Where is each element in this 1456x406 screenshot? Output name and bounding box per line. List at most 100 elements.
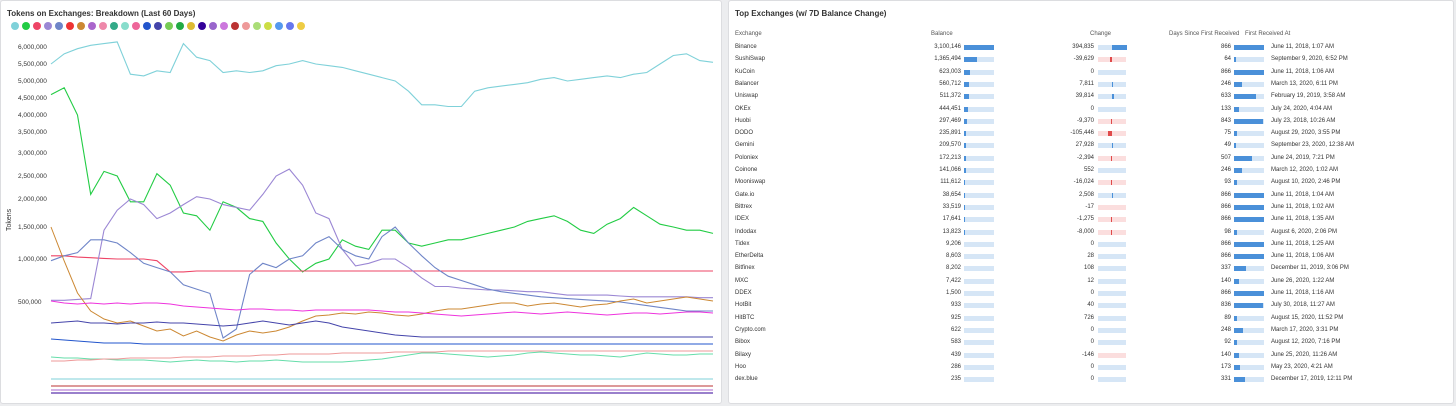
header-first-received[interactable]: First Received At [1245, 31, 1291, 37]
legend-dot-2[interactable] [33, 22, 41, 30]
table-row[interactable]: Tidex 9,206 0 866 June 11, 2018, 1:25 AM [735, 241, 1449, 253]
y-axis-label: Tokens [6, 208, 13, 231]
legend-dot-8[interactable] [99, 22, 107, 30]
cell-balance: 623,003 [939, 68, 961, 75]
legend-dot-0[interactable] [11, 22, 19, 30]
legend-dot-13[interactable] [154, 22, 162, 30]
legend-dot-7[interactable] [88, 22, 96, 30]
change-bar [1098, 377, 1126, 383]
table-row[interactable]: Bilaxy 439 -146 140 June 25, 2020, 11:26 AM [735, 352, 1449, 364]
table-row[interactable]: Indodax 13,823 -8,000 98 August 6, 2020, 2:0… [735, 229, 1449, 241]
legend-dot-18[interactable] [209, 22, 217, 30]
cell-balance: 1,500 [945, 290, 961, 296]
legend-dot-3[interactable] [44, 22, 52, 30]
series-line-4[interactable] [50, 226, 713, 339]
legend-dot-23[interactable] [264, 22, 272, 30]
cell-days: 633 [1220, 93, 1231, 100]
cell-days: 866 [1220, 216, 1231, 223]
table-row[interactable]: Gemini 209,570 27,928 49 September 23, 2020,… [735, 142, 1449, 154]
legend-dot-19[interactable] [220, 22, 228, 30]
series-line-0[interactable] [50, 41, 714, 108]
cell-days: 866 [1220, 191, 1231, 198]
cell-balance: 7,422 [945, 277, 961, 284]
minor-series-line-0[interactable] [50, 226, 714, 342]
days-bar [1234, 57, 1264, 63]
header-balance[interactable]: Balance [931, 31, 953, 37]
header-change[interactable]: Change [1090, 31, 1112, 37]
table-row[interactable]: DODO 235,891 -105,446 75 August 29, 2020, 3:… [735, 130, 1449, 142]
table-row[interactable]: Hoo 286 0 173 May 23, 2020, 4:21 AM [735, 364, 1449, 376]
legend-dot-15[interactable] [176, 22, 184, 30]
cell-change: 28 [1087, 253, 1094, 260]
legend-dot-20[interactable] [231, 22, 239, 30]
balance-bar [964, 229, 994, 235]
cell-balance: 8,603 [945, 253, 961, 260]
cell-first-received: August 29, 2020, 3:55 PM [1271, 130, 1341, 137]
cell-balance: 444,451 [939, 105, 961, 112]
legend-dot-10[interactable] [121, 22, 129, 30]
legend-dot-4[interactable] [55, 22, 63, 30]
header-days[interactable]: Days Since First Received [1169, 31, 1240, 37]
cell-balance: 286 [950, 363, 961, 370]
series-line-2[interactable] [51, 255, 713, 273]
cell-exchange: EtherDelta [735, 253, 764, 260]
table-row[interactable]: Balancer 560,712 7,811 246 March 13, 2020, 6… [735, 81, 1449, 93]
table-row[interactable]: Uniswap 511,372 39,814 633 February 19, 2019… [735, 93, 1449, 105]
table-row[interactable]: dex.blue 235 0 331 December 17, 2019, 12:11 … [735, 376, 1449, 388]
cell-balance: 933 [950, 302, 961, 309]
legend-dot-1[interactable] [22, 22, 30, 30]
legend-dot-14[interactable] [165, 22, 173, 30]
table-row[interactable]: Coinone 141,066 552 246 March 12, 2020, 1:02… [735, 167, 1449, 179]
balance-bar [964, 69, 994, 75]
legend-dot-25[interactable] [286, 22, 294, 30]
table-row[interactable]: MXC 7,422 12 140 June 26, 2020, 1:22 AM [735, 278, 1449, 290]
cell-change: 0 [1090, 290, 1094, 296]
table-row[interactable]: HitBTC 925 726 89 August 15, 2020, 11:52 PM [735, 315, 1449, 327]
legend-dot-12[interactable] [143, 22, 151, 30]
table-row[interactable]: IDEX 17,641 -1,275 866 June 11, 2018, 1:35 A… [735, 216, 1449, 228]
series-line-3[interactable] [51, 168, 713, 301]
table-row[interactable]: Gate.io 38,654 2,508 866 June 11, 2018, 1:04… [735, 192, 1449, 204]
table-title: Top Exchanges (w/ 7D Balance Change) [735, 9, 887, 18]
legend-dot-21[interactable] [242, 22, 250, 30]
table-row[interactable]: OKEx 444,451 0 133 July 24, 2020, 4:04 AM [735, 106, 1449, 118]
minor-series-line-4[interactable] [50, 351, 713, 363]
minor-series-line-5[interactable] [51, 350, 713, 362]
cell-change: 0 [1090, 376, 1094, 383]
series-line-1[interactable] [50, 87, 714, 273]
table-row[interactable]: HotBit 933 40 836 July 30, 2018, 11:27 AM [735, 302, 1449, 314]
table-row[interactable]: SushiSwap 1,365,494 -39,629 64 September 9, … [735, 56, 1449, 68]
table-row[interactable]: Huobi 297,469 -9,370 843 July 23, 2018, 10:2… [735, 118, 1449, 130]
table-row[interactable]: Crypto.com 622 0 248 March 17, 2020, 3:31 PM [735, 327, 1449, 339]
legend-dot-6[interactable] [77, 22, 85, 30]
header-exchange[interactable]: Exchange [735, 31, 762, 37]
table-row[interactable]: Poloniex 172,213 -2,394 507 June 24, 2019, 7… [735, 155, 1449, 167]
table-row[interactable]: KuCoin 623,003 0 866 June 11, 2018, 1:06 AM [735, 69, 1449, 81]
legend-dot-11[interactable] [132, 22, 140, 30]
legend-dot-17[interactable] [198, 22, 206, 30]
cell-first-received: December 11, 2019, 3:06 PM [1271, 265, 1349, 272]
legend-dot-24[interactable] [275, 22, 283, 30]
legend-dot-22[interactable] [253, 22, 261, 30]
minor-series-line-1[interactable] [50, 300, 714, 317]
table-row[interactable]: Bibox 583 0 92 August 12, 2020, 7:16 PM [735, 339, 1449, 351]
minor-series-line-2[interactable] [50, 320, 713, 338]
days-bar [1234, 377, 1264, 383]
balance-bar [964, 254, 994, 260]
table-row[interactable]: EtherDelta 8,603 28 866 June 11, 2018, 1:06 … [735, 253, 1449, 265]
legend-dot-16[interactable] [187, 22, 195, 30]
table-row[interactable]: Binance 3,100,146 394,835 866 June 11, 2018,… [735, 44, 1449, 56]
legend-dot-26[interactable] [297, 22, 305, 30]
cell-change: 552 [1083, 167, 1094, 173]
days-bar [1234, 143, 1264, 149]
table-row[interactable]: Mooniswap 111,612 -16,024 93 August 10, 2020… [735, 179, 1449, 191]
legend-dot-9[interactable] [110, 22, 118, 30]
change-bar [1098, 57, 1126, 63]
table-row[interactable]: Bittrex 33,519 -17 866 June 11, 2018, 1:02 A… [735, 204, 1449, 216]
minor-series-line-3[interactable] [50, 338, 713, 345]
table-row[interactable]: DDEX 1,500 0 866 June 11, 2018, 1:16 AM [735, 290, 1449, 302]
cell-days: 89 [1224, 314, 1231, 321]
legend-dot-5[interactable] [66, 22, 74, 30]
table-row[interactable]: Bitfinex 8,202 108 337 December 11, 2019, 3:… [735, 265, 1449, 277]
cell-balance: 3,100,146 [934, 44, 961, 50]
